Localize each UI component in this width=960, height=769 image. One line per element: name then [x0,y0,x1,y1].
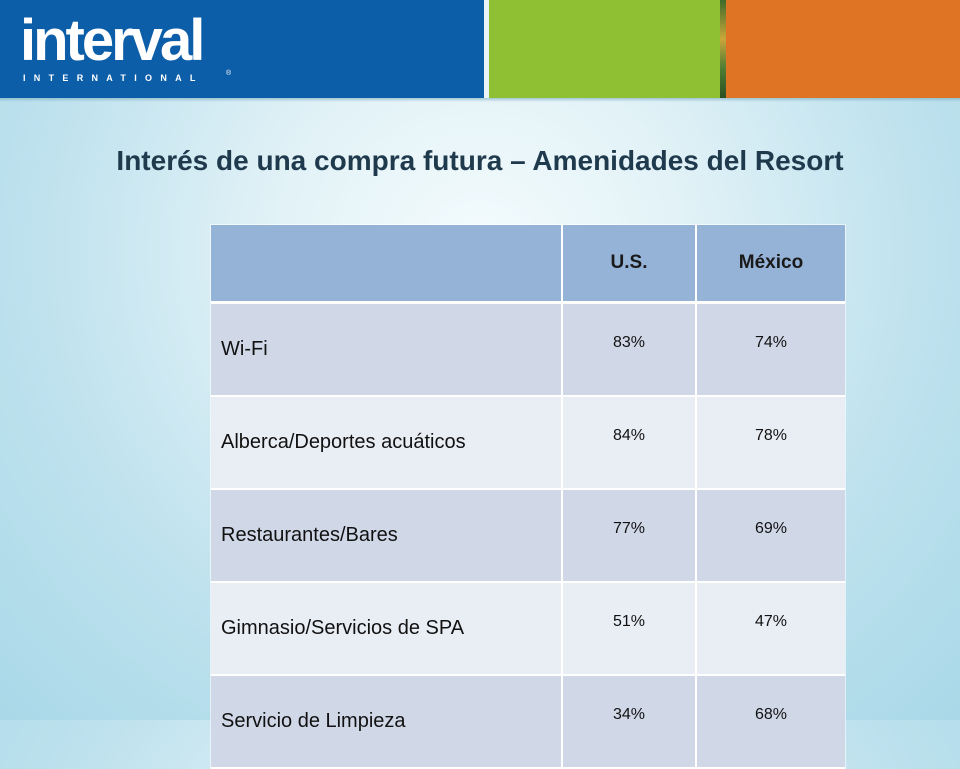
table-row: Alberca/Deportes acuáticos 84% 78% [211,396,845,490]
mexico-value: 69% [696,489,845,583]
row-label: Servicio de Limpieza [211,675,563,769]
table-row: Gimnasio/Servicios de SPA 51% 47% [211,582,845,676]
header-photo-strip [720,0,726,98]
header-orange-panel [726,0,960,98]
row-label: Alberca/Deportes acuáticos [211,396,563,490]
us-value: 51% [562,582,697,676]
us-value: 83% [562,302,697,397]
mexico-value: 74% [696,302,845,397]
row-label: Restaurantes/Bares [211,489,563,583]
mexico-value: 47% [696,582,845,676]
slide-title: Interés de una compra futura – Amenidade… [116,145,844,176]
header-empty-cell [211,225,563,304]
header-green-panel [489,0,720,98]
table-row: Restaurantes/Bares 77% 69% [211,489,845,583]
row-label: Wi-Fi [211,302,563,397]
row-label: Gimnasio/Servicios de SPA [211,582,563,676]
header-us: U.S. [562,225,697,304]
mexico-value: 68% [696,675,845,769]
amenities-table: U.S. México Wi-Fi 83% 74% Alberca/Deport… [211,225,845,769]
logo-registered-mark: ® [226,70,232,77]
us-value: 77% [562,489,697,583]
us-value: 34% [562,675,697,769]
header-blue-panel [0,0,484,98]
header-shadow [0,98,960,102]
logo-subtitle: INTERNATIONAL [23,73,204,83]
header-banner: interval INTERNATIONAL ® [0,0,960,102]
table-row: Servicio de Limpieza 34% 68% [211,675,845,769]
table-header-row: U.S. México [211,225,845,304]
mexico-value: 78% [696,396,845,490]
header-mexico: México [696,225,845,304]
logo-wordmark: interval [20,8,205,73]
interval-logo: interval INTERNATIONAL ® [20,8,231,84]
header-divider [484,0,489,98]
table-row: Wi-Fi 83% 74% [211,302,845,397]
us-value: 84% [562,396,697,490]
